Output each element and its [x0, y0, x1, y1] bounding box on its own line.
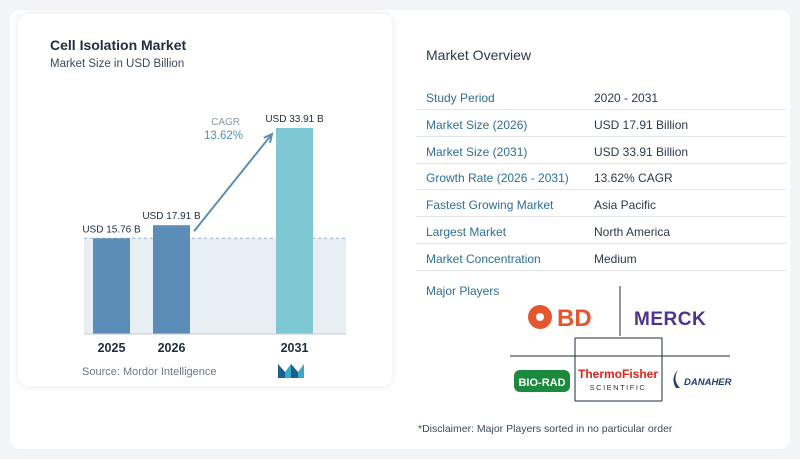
row-label: Market Size (2031)	[426, 145, 528, 159]
chart-subtitle: Market Size in USD Billion	[50, 58, 185, 70]
merck-logo-text: MERCK	[634, 309, 706, 330]
row-label: Largest Market	[426, 225, 507, 239]
row-label: Market Concentration	[426, 252, 541, 266]
overview-title: Market Overview	[426, 47, 532, 63]
mordor-logo-icon	[278, 364, 304, 378]
x-tick-label: 2026	[158, 341, 186, 355]
row-value: Asia Pacific	[594, 198, 657, 212]
thermofisher-logo: ThermoFisher SCIENTIFIC	[578, 367, 658, 392]
chart-title: Cell Isolation Market	[50, 37, 187, 53]
data-label: USD 17.91 B	[142, 211, 201, 222]
x-tick-label: 2025	[98, 341, 126, 355]
bar-2031	[276, 128, 313, 334]
thermofisher-logo-text: ThermoFisher	[578, 367, 658, 381]
overview-row: Study Period 2020 - 2031	[416, 84, 786, 110]
bd-logo-text: BD	[557, 305, 592, 332]
x-tick-label: 2031	[281, 341, 309, 355]
row-value: North America	[594, 225, 671, 239]
biorad-logo-text: BIO-RAD	[518, 377, 565, 389]
row-value: 13.62% CAGR	[594, 171, 673, 185]
row-label: Study Period	[426, 91, 495, 105]
bar-2026	[153, 225, 190, 334]
bd-logo: BD	[528, 305, 592, 332]
danaher-mark-icon	[673, 370, 680, 388]
thermofisher-sub-text: SCIENTIFIC	[590, 383, 647, 392]
row-label: Fastest Growing Market	[426, 198, 554, 212]
major-players-label: Major Players	[426, 284, 500, 298]
bar-chart: USD 15.76 B 2025 USD 17.91 B 2026 USD 33.91 …	[82, 114, 346, 355]
bar-2025	[93, 238, 130, 334]
source-text: Source: Mordor Intelligence	[82, 366, 217, 378]
row-value: Medium	[594, 252, 637, 266]
overview-row: Market Concentration Medium	[416, 245, 786, 271]
data-label: USD 33.91 B	[265, 114, 324, 125]
row-value: 2020 - 2031	[594, 91, 659, 105]
danaher-logo: DANAHER	[673, 370, 732, 388]
overview-row: Largest Market North America	[416, 218, 786, 244]
cagr-label: CAGR	[211, 117, 240, 128]
overview-row: Fastest Growing Market Asia Pacific	[416, 191, 786, 217]
disclaimer-text: *Disclaimer: Major Players sorted in no …	[418, 423, 673, 435]
row-value: USD 17.91 Billion	[594, 118, 689, 132]
overview-row: Market Size (2026) USD 17.91 Billion	[416, 111, 786, 137]
danaher-logo-text: DANAHER	[684, 377, 732, 388]
major-players-logos: BD MERCK BIO-RAD ThermoFisher SCIENTIFIC…	[510, 286, 732, 402]
biorad-logo: BIO-RAD	[514, 370, 570, 392]
overview-row: Market Size (2031) USD 33.91 Billion	[416, 138, 786, 164]
row-label: Market Size (2026)	[426, 118, 528, 132]
overview-row: Growth Rate (2026 - 2031) 13.62% CAGR	[416, 164, 786, 190]
cagr-arrow-head	[263, 132, 274, 143]
row-label: Growth Rate (2026 - 2031)	[426, 171, 569, 185]
cagr-arrow	[193, 133, 273, 232]
row-value: USD 33.91 Billion	[594, 145, 689, 159]
data-label: USD 15.76 B	[82, 224, 141, 235]
cagr-value: 13.62%	[204, 130, 243, 142]
